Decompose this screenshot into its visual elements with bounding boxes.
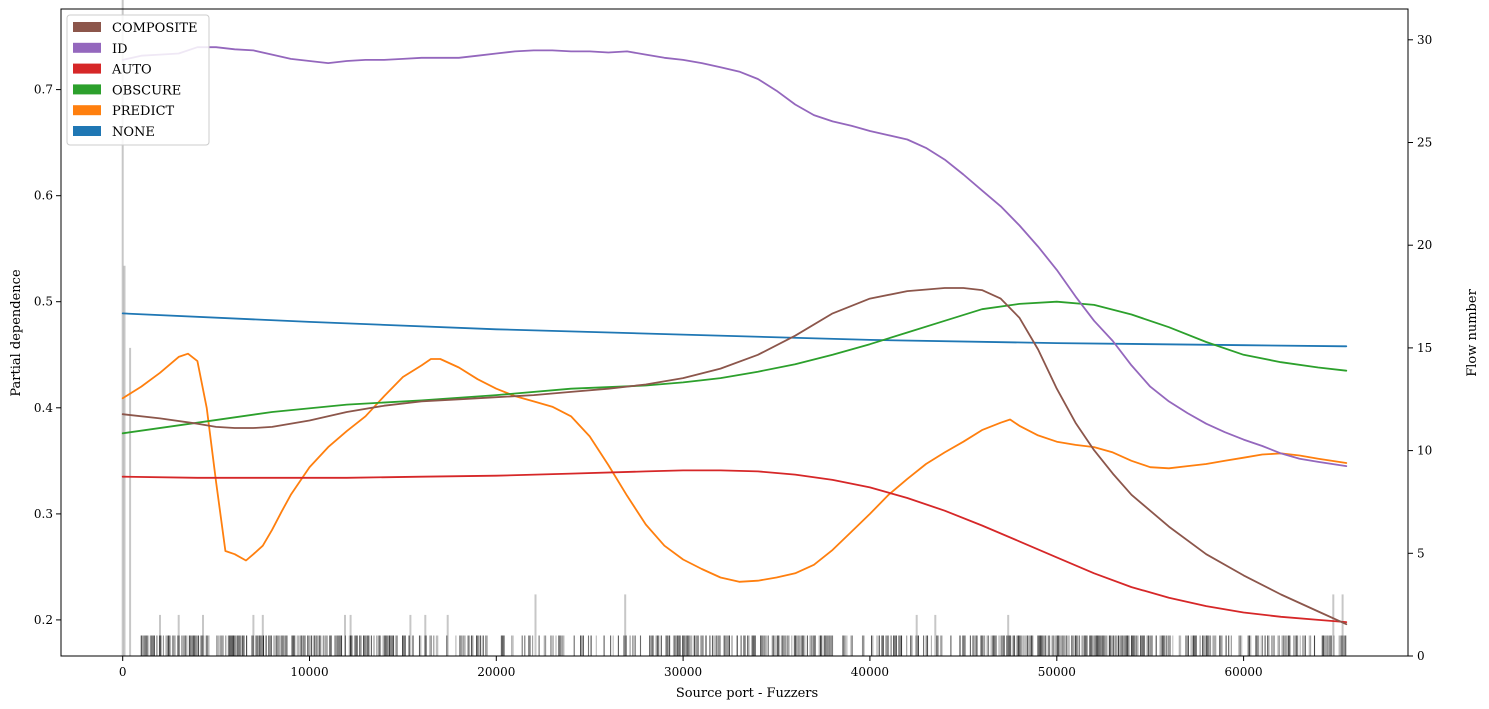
- y2-tick-label: 25: [1417, 136, 1432, 150]
- series-line-predict: [121, 352, 1348, 583]
- y2-tick-label: 30: [1417, 33, 1432, 47]
- legend-label: OBSCURE: [112, 83, 181, 98]
- plot-frame: [60, 8, 1409, 657]
- legend-swatch: [73, 22, 101, 32]
- legend-swatch: [73, 105, 101, 116]
- y-axis-left: 0.2 0.3 0.4 0.5 0.6 0.7: [34, 83, 61, 627]
- series-line-id: [121, 46, 1348, 467]
- series-line-composite: [121, 287, 1348, 626]
- x-tick-label: 0: [119, 665, 127, 679]
- legend-label: NONE: [112, 125, 155, 140]
- x-tick-label: 60000: [1225, 665, 1263, 679]
- y-tick-label: 0.5: [34, 295, 53, 309]
- y2-tick-label: 10: [1417, 444, 1432, 458]
- series-line-none: [121, 312, 1348, 348]
- y-axis-label: Partial dependence: [9, 269, 24, 397]
- x-tick-label: 20000: [477, 665, 515, 679]
- x-axis-label: Source port - Fuzzers: [676, 686, 818, 701]
- y2-tick-label: 20: [1417, 238, 1432, 252]
- flow-histogram: [121, 0, 1347, 656]
- legend-label: ID: [112, 42, 128, 57]
- x-tick-label: 30000: [664, 665, 702, 679]
- legend-label: AUTO: [111, 63, 152, 78]
- y2-tick-label: 5: [1417, 546, 1425, 560]
- legend-box: [66, 14, 210, 146]
- x-tick-label: 40000: [851, 665, 889, 679]
- legend-swatch: [73, 42, 101, 53]
- y-tick-label: 0.4: [34, 401, 53, 415]
- legend-label: COMPOSITE: [112, 21, 198, 36]
- y-tick-label: 0.3: [34, 507, 53, 521]
- x-tick-label: 10000: [290, 665, 328, 679]
- legend-swatch: [73, 126, 101, 136]
- legend: COMPOSITE ID AUTO OBSCURE PREDICT NONE: [66, 14, 210, 146]
- x-tick-label: 50000: [1038, 665, 1076, 679]
- y2-tick-label: 0: [1417, 649, 1425, 663]
- y-tick-label: 0.2: [34, 613, 53, 627]
- y2-tick-label: 15: [1417, 341, 1432, 355]
- y-tick-label: 0.7: [34, 83, 53, 97]
- legend-swatch: [73, 84, 101, 95]
- x-axis: 0 10000 20000 30000 40000 50000 60000: [119, 656, 1263, 679]
- y-axis-right: 0 5 10 15 20 25 30: [1408, 33, 1432, 663]
- series-line-obscure: [121, 300, 1348, 435]
- legend-label: PREDICT: [112, 104, 175, 119]
- y-tick-label: 0.6: [34, 189, 53, 203]
- y2-axis-label: Flow number: [1465, 288, 1480, 376]
- series-line-auto: [121, 469, 1348, 623]
- legend-swatch: [73, 63, 101, 74]
- series-lines: [121, 46, 1348, 626]
